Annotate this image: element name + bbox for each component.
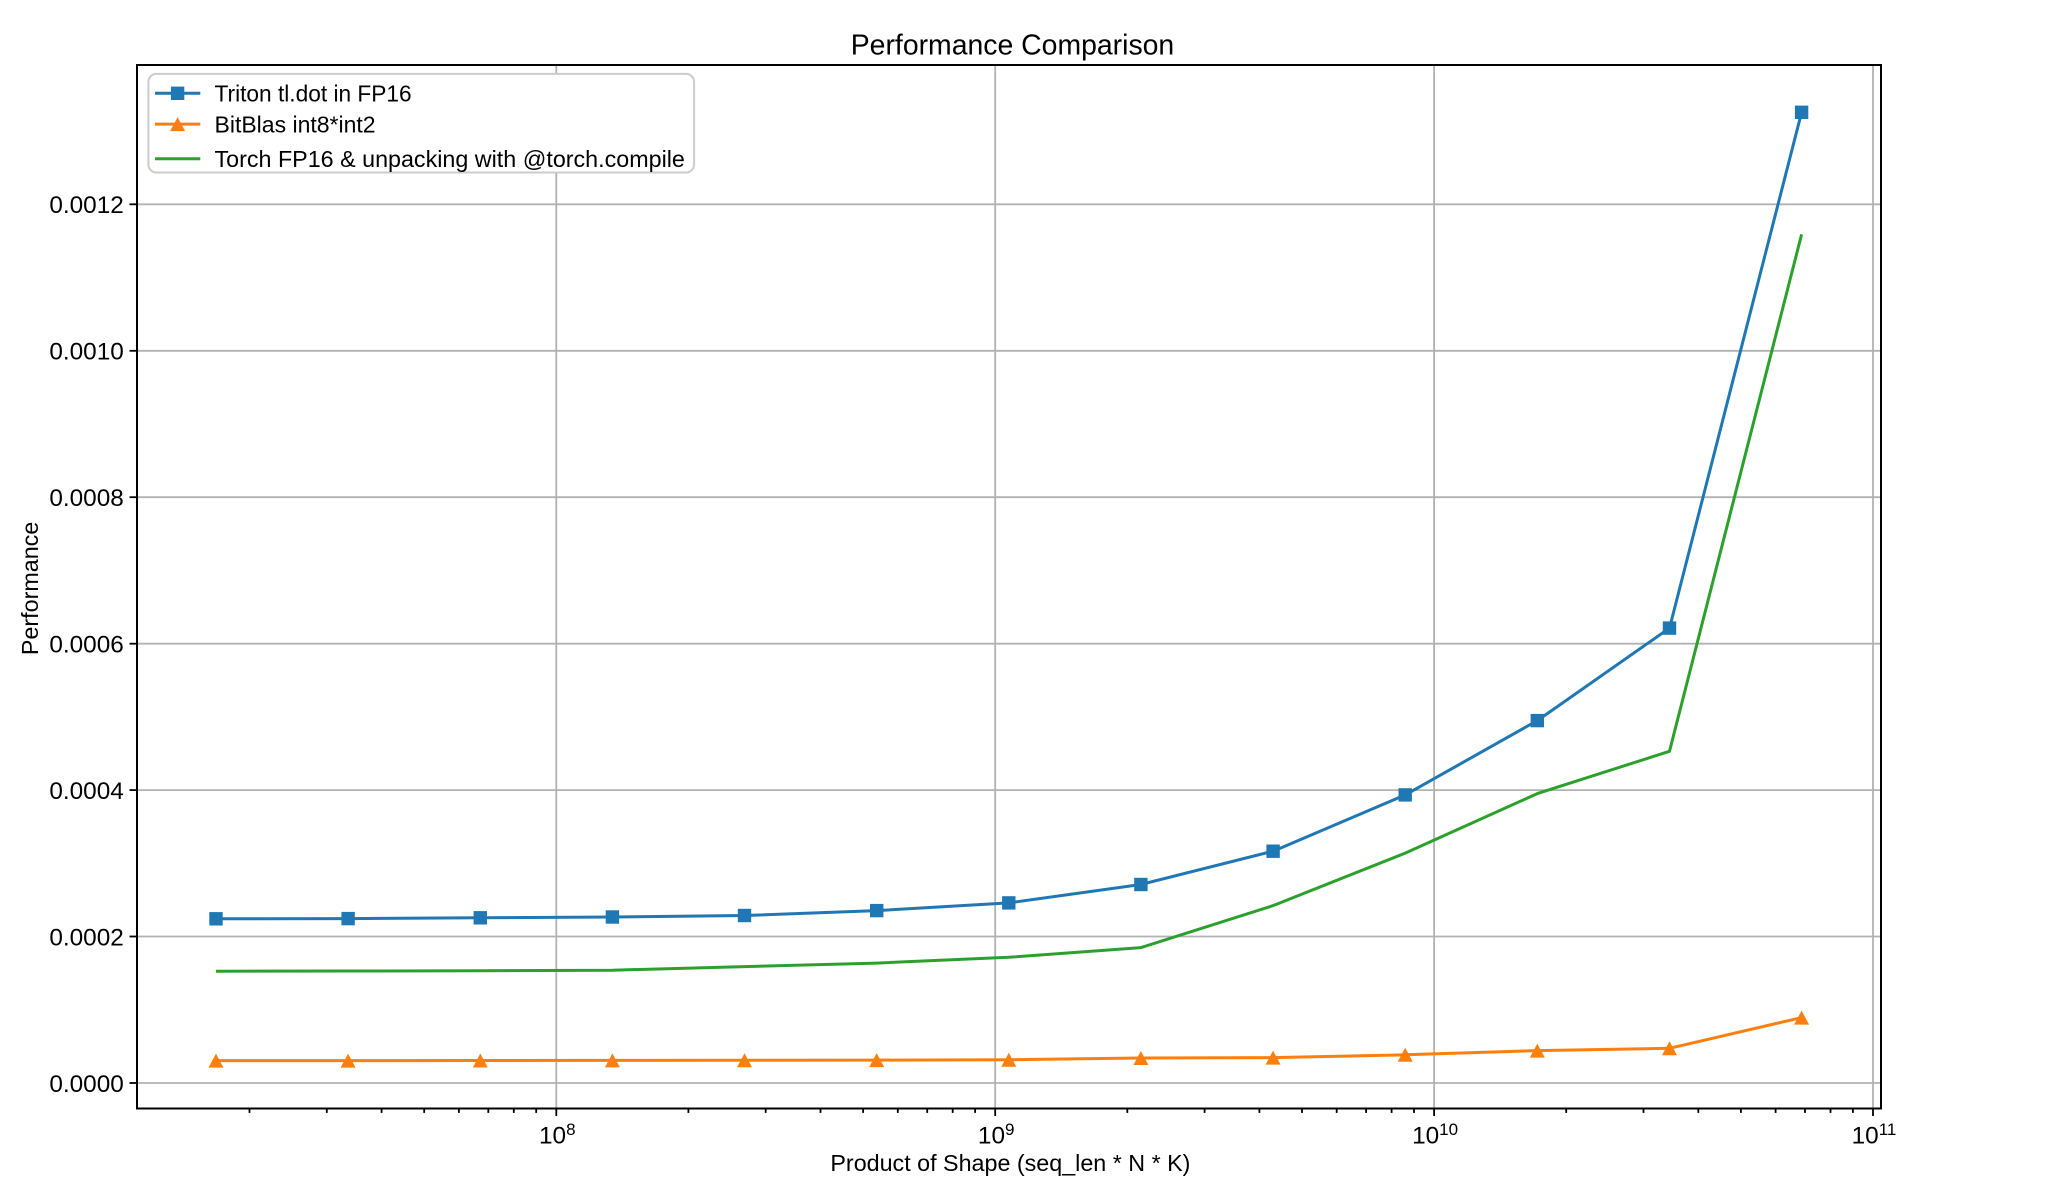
svg-text:Torch FP16 & unpacking with @t: Torch FP16 & unpacking with @torch.compi… [215, 146, 685, 172]
svg-text:0.0006: 0.0006 [49, 632, 123, 659]
svg-text:Performance: Performance [17, 522, 43, 655]
svg-text:Triton tl.dot in FP16: Triton tl.dot in FP16 [215, 81, 412, 107]
svg-text:BitBlas int8*int2: BitBlas int8*int2 [215, 112, 376, 138]
svg-text:109: 109 [978, 1120, 1015, 1149]
svg-text:0.0000: 0.0000 [49, 1071, 123, 1098]
svg-text:0.0008: 0.0008 [49, 485, 123, 512]
svg-text:Performance Comparison: Performance Comparison [851, 30, 1174, 62]
svg-text:0.0012: 0.0012 [49, 192, 123, 219]
svg-text:Product of Shape (seq_len * N: Product of Shape (seq_len * N * K) [830, 1150, 1190, 1176]
svg-text:0.0010: 0.0010 [49, 339, 123, 366]
svg-text:0.0004: 0.0004 [49, 778, 123, 805]
svg-text:0.0002: 0.0002 [49, 924, 123, 951]
